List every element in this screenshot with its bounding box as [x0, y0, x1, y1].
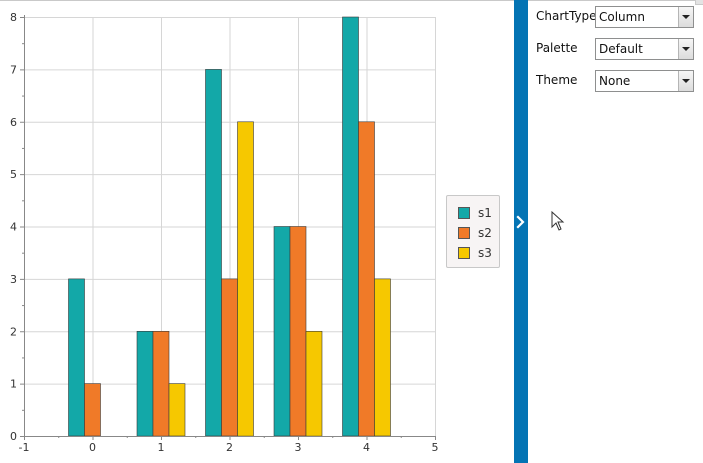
theme-label: Theme — [536, 73, 578, 87]
charttype-row: ChartType Column — [536, 6, 698, 28]
bar-s2-0 — [84, 383, 101, 437]
legend-item-s2: s2 — [458, 223, 499, 243]
charttype-value: Column — [599, 10, 645, 24]
y-tick-label-1: 1 — [10, 378, 17, 391]
palette-value: Default — [599, 42, 643, 56]
top-border — [0, 0, 703, 1]
bar-s3-4 — [374, 278, 391, 437]
charttype-select[interactable]: Column — [595, 6, 694, 28]
bar-s2-2 — [221, 278, 238, 437]
palette-label: Palette — [536, 41, 578, 55]
bar-s1-2 — [205, 69, 222, 437]
bar-s2-3 — [289, 226, 307, 437]
legend-swatch-s3 — [458, 247, 470, 259]
y-tick-label-0: 0 — [10, 430, 17, 443]
bar-s2-4 — [358, 121, 375, 437]
x-tick-label-3: 2 — [226, 441, 233, 454]
bar-s1-4 — [342, 16, 359, 437]
charttype-label: ChartType — [536, 9, 597, 23]
legend-label-s2: s2 — [478, 226, 492, 240]
scrollbar-corner — [695, 0, 703, 5]
chevron-down-icon — [682, 15, 690, 19]
theme-dropdown-button[interactable] — [678, 71, 693, 91]
x-tick-label-2: 1 — [158, 441, 165, 454]
theme-select[interactable]: None — [595, 70, 694, 92]
chart-legend: s1 s2 s3 — [446, 195, 500, 268]
x-tick-label-5: 4 — [363, 441, 370, 454]
palette-row: Palette Default — [536, 38, 698, 60]
y-tick-label-2: 2 — [10, 325, 17, 338]
bar-s1-1 — [136, 330, 154, 437]
legend-label-s1: s1 — [478, 206, 492, 220]
y-tick-label-5: 5 — [10, 168, 17, 181]
chevron-right-icon[interactable] — [514, 212, 528, 232]
bar-s3-3 — [305, 330, 323, 437]
y-tick-label-3: 3 — [10, 273, 17, 286]
bar-s1-3 — [273, 226, 291, 437]
palette-dropdown-button[interactable] — [678, 39, 693, 59]
bar-s2-1 — [152, 330, 170, 437]
palette-select[interactable]: Default — [595, 38, 694, 60]
y-tick-label-7: 7 — [10, 63, 17, 76]
chart-area: 0 1 2 3 4 5 6 7 8 -1 0 1 2 3 4 5 s1 s2 s3 — [10, 11, 500, 454]
bar-s1-0 — [68, 278, 85, 437]
mouse-cursor-icon — [551, 211, 565, 231]
legend-label-s3: s3 — [478, 246, 492, 260]
legend-swatch-s2 — [458, 227, 470, 239]
x-tick-label-0: -1 — [19, 441, 30, 454]
y-tick-label-6: 6 — [10, 116, 17, 129]
bar-s3-2 — [237, 121, 254, 437]
legend-item-s3: s3 — [458, 243, 499, 263]
bar-s3-1 — [168, 383, 186, 437]
x-tick-label-1: 0 — [89, 441, 96, 454]
charttype-dropdown-button[interactable] — [678, 7, 693, 27]
legend-item-s1: s1 — [458, 203, 499, 223]
panel-toggle-strip[interactable] — [514, 0, 528, 463]
x-tick-label-4: 3 — [295, 441, 302, 454]
theme-value: None — [599, 74, 631, 88]
theme-row: Theme None — [536, 70, 698, 92]
y-tick-label-8: 8 — [10, 11, 17, 24]
settings-panel: ChartType Column Palette Default Theme N… — [528, 0, 703, 463]
x-tick-label-6: 5 — [432, 441, 439, 454]
y-tick-label-4: 4 — [10, 221, 17, 234]
chevron-down-icon — [682, 47, 690, 51]
chevron-down-icon — [682, 79, 690, 83]
legend-swatch-s1 — [458, 207, 470, 219]
